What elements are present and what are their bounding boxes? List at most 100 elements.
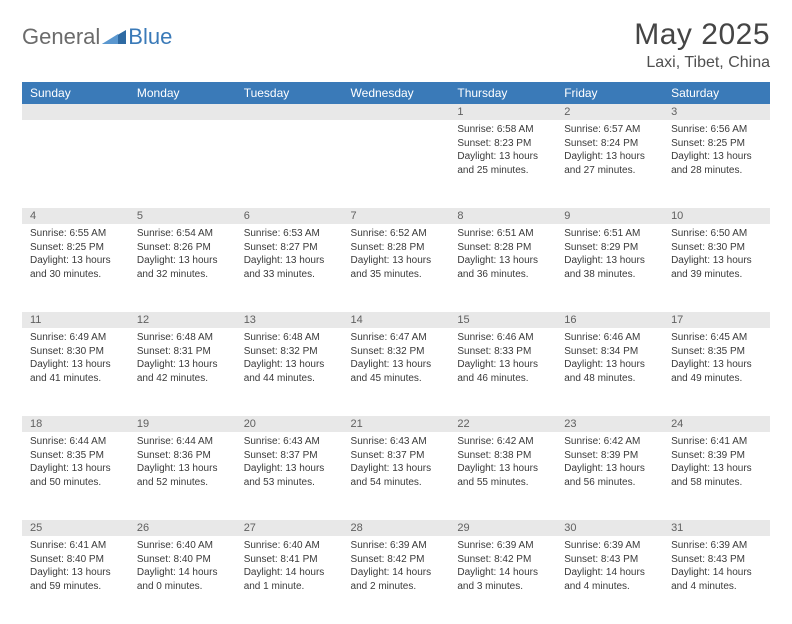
day-content-cell: Sunrise: 6:40 AMSunset: 8:40 PMDaylight:… bbox=[129, 536, 236, 624]
daylight-text: Daylight: 13 hours and 55 minutes. bbox=[457, 462, 548, 489]
daylight-text: Daylight: 13 hours and 32 minutes. bbox=[137, 254, 228, 281]
day-content-cell: Sunrise: 6:47 AMSunset: 8:32 PMDaylight:… bbox=[343, 328, 450, 416]
day-content-cell: Sunrise: 6:56 AMSunset: 8:25 PMDaylight:… bbox=[663, 120, 770, 208]
daylight-text: Daylight: 13 hours and 44 minutes. bbox=[244, 358, 335, 385]
daylight-text: Daylight: 14 hours and 0 minutes. bbox=[137, 566, 228, 593]
sunrise-text: Sunrise: 6:48 AM bbox=[244, 331, 335, 345]
day-content-cell: Sunrise: 6:44 AMSunset: 8:36 PMDaylight:… bbox=[129, 432, 236, 520]
sunset-text: Sunset: 8:25 PM bbox=[30, 241, 121, 255]
day-content-cell bbox=[129, 120, 236, 208]
sunrise-text: Sunrise: 6:45 AM bbox=[671, 331, 762, 345]
day-number-cell: 1 bbox=[449, 104, 556, 120]
weekday-header: Wednesday bbox=[343, 82, 450, 104]
day-content-cell: Sunrise: 6:51 AMSunset: 8:28 PMDaylight:… bbox=[449, 224, 556, 312]
day-number-cell: 2 bbox=[556, 104, 663, 120]
sunset-text: Sunset: 8:31 PM bbox=[137, 345, 228, 359]
daylight-text: Daylight: 13 hours and 36 minutes. bbox=[457, 254, 548, 281]
daylight-text: Daylight: 13 hours and 41 minutes. bbox=[30, 358, 121, 385]
weekday-header: Monday bbox=[129, 82, 236, 104]
day-content-cell: Sunrise: 6:39 AMSunset: 8:42 PMDaylight:… bbox=[343, 536, 450, 624]
sunrise-text: Sunrise: 6:58 AM bbox=[457, 123, 548, 137]
daylight-text: Daylight: 13 hours and 54 minutes. bbox=[351, 462, 442, 489]
sunrise-text: Sunrise: 6:56 AM bbox=[671, 123, 762, 137]
sunrise-text: Sunrise: 6:44 AM bbox=[30, 435, 121, 449]
day-content-cell: Sunrise: 6:39 AMSunset: 8:42 PMDaylight:… bbox=[449, 536, 556, 624]
sunrise-text: Sunrise: 6:42 AM bbox=[457, 435, 548, 449]
day-content-cell: Sunrise: 6:45 AMSunset: 8:35 PMDaylight:… bbox=[663, 328, 770, 416]
sunset-text: Sunset: 8:26 PM bbox=[137, 241, 228, 255]
day-number-cell: 10 bbox=[663, 208, 770, 224]
sunset-text: Sunset: 8:37 PM bbox=[244, 449, 335, 463]
day-content-cell: Sunrise: 6:55 AMSunset: 8:25 PMDaylight:… bbox=[22, 224, 129, 312]
content-row: Sunrise: 6:58 AMSunset: 8:23 PMDaylight:… bbox=[22, 120, 770, 208]
daylight-text: Daylight: 13 hours and 53 minutes. bbox=[244, 462, 335, 489]
day-number-cell bbox=[236, 104, 343, 120]
daylight-text: Daylight: 14 hours and 4 minutes. bbox=[671, 566, 762, 593]
day-number-cell: 16 bbox=[556, 312, 663, 328]
day-number-cell: 21 bbox=[343, 416, 450, 432]
sunrise-text: Sunrise: 6:43 AM bbox=[244, 435, 335, 449]
sunrise-text: Sunrise: 6:53 AM bbox=[244, 227, 335, 241]
day-number-cell: 13 bbox=[236, 312, 343, 328]
sunrise-text: Sunrise: 6:43 AM bbox=[351, 435, 442, 449]
day-number-cell: 28 bbox=[343, 520, 450, 536]
sunrise-text: Sunrise: 6:39 AM bbox=[671, 539, 762, 553]
sunrise-text: Sunrise: 6:52 AM bbox=[351, 227, 442, 241]
title-block: May 2025 Laxi, Tibet, China bbox=[634, 18, 770, 72]
daylight-text: Daylight: 13 hours and 35 minutes. bbox=[351, 254, 442, 281]
sunrise-text: Sunrise: 6:47 AM bbox=[351, 331, 442, 345]
day-number-cell: 4 bbox=[22, 208, 129, 224]
day-number-cell bbox=[129, 104, 236, 120]
sunrise-text: Sunrise: 6:51 AM bbox=[457, 227, 548, 241]
day-number-cell: 23 bbox=[556, 416, 663, 432]
sunrise-text: Sunrise: 6:39 AM bbox=[351, 539, 442, 553]
daylight-text: Daylight: 13 hours and 48 minutes. bbox=[564, 358, 655, 385]
daynum-row: 123 bbox=[22, 104, 770, 120]
day-content-cell: Sunrise: 6:53 AMSunset: 8:27 PMDaylight:… bbox=[236, 224, 343, 312]
day-number-cell: 8 bbox=[449, 208, 556, 224]
daylight-text: Daylight: 13 hours and 45 minutes. bbox=[351, 358, 442, 385]
day-content-cell: Sunrise: 6:52 AMSunset: 8:28 PMDaylight:… bbox=[343, 224, 450, 312]
sunset-text: Sunset: 8:35 PM bbox=[671, 345, 762, 359]
sunrise-text: Sunrise: 6:57 AM bbox=[564, 123, 655, 137]
day-number-cell: 14 bbox=[343, 312, 450, 328]
sunset-text: Sunset: 8:39 PM bbox=[671, 449, 762, 463]
daylight-text: Daylight: 14 hours and 4 minutes. bbox=[564, 566, 655, 593]
sunset-text: Sunset: 8:33 PM bbox=[457, 345, 548, 359]
daylight-text: Daylight: 13 hours and 25 minutes. bbox=[457, 150, 548, 177]
sunrise-text: Sunrise: 6:55 AM bbox=[30, 227, 121, 241]
day-content-cell: Sunrise: 6:51 AMSunset: 8:29 PMDaylight:… bbox=[556, 224, 663, 312]
day-number-cell: 11 bbox=[22, 312, 129, 328]
daylight-text: Daylight: 13 hours and 28 minutes. bbox=[671, 150, 762, 177]
day-content-cell: Sunrise: 6:42 AMSunset: 8:39 PMDaylight:… bbox=[556, 432, 663, 520]
day-content-cell: Sunrise: 6:40 AMSunset: 8:41 PMDaylight:… bbox=[236, 536, 343, 624]
month-year: May 2025 bbox=[634, 18, 770, 52]
day-number-cell: 6 bbox=[236, 208, 343, 224]
sunrise-text: Sunrise: 6:51 AM bbox=[564, 227, 655, 241]
day-number-cell bbox=[343, 104, 450, 120]
day-content-cell: Sunrise: 6:39 AMSunset: 8:43 PMDaylight:… bbox=[663, 536, 770, 624]
sunset-text: Sunset: 8:28 PM bbox=[457, 241, 548, 255]
daylight-text: Daylight: 13 hours and 58 minutes. bbox=[671, 462, 762, 489]
day-number-cell: 29 bbox=[449, 520, 556, 536]
daylight-text: Daylight: 13 hours and 42 minutes. bbox=[137, 358, 228, 385]
sunset-text: Sunset: 8:32 PM bbox=[351, 345, 442, 359]
content-row: Sunrise: 6:49 AMSunset: 8:30 PMDaylight:… bbox=[22, 328, 770, 416]
day-content-cell: Sunrise: 6:48 AMSunset: 8:32 PMDaylight:… bbox=[236, 328, 343, 416]
day-content-cell: Sunrise: 6:49 AMSunset: 8:30 PMDaylight:… bbox=[22, 328, 129, 416]
sunset-text: Sunset: 8:40 PM bbox=[30, 553, 121, 567]
sunset-text: Sunset: 8:37 PM bbox=[351, 449, 442, 463]
sunrise-text: Sunrise: 6:50 AM bbox=[671, 227, 762, 241]
content-row: Sunrise: 6:44 AMSunset: 8:35 PM Daylight:… bbox=[22, 432, 770, 520]
day-number-cell: 15 bbox=[449, 312, 556, 328]
sunrise-text: Sunrise: 6:49 AM bbox=[30, 331, 121, 345]
daylight-text: Daylight: 14 hours and 3 minutes. bbox=[457, 566, 548, 593]
day-number-cell: 9 bbox=[556, 208, 663, 224]
sunrise-text: Sunrise: 6:42 AM bbox=[564, 435, 655, 449]
weekday-header: Saturday bbox=[663, 82, 770, 104]
sunset-text: Sunset: 8:35 PM bbox=[30, 449, 121, 463]
day-content-cell: Sunrise: 6:48 AMSunset: 8:31 PMDaylight:… bbox=[129, 328, 236, 416]
day-number-cell: 5 bbox=[129, 208, 236, 224]
daylight-text: Daylight: 14 hours and 2 minutes. bbox=[351, 566, 442, 593]
sunset-text: Sunset: 8:43 PM bbox=[671, 553, 762, 567]
